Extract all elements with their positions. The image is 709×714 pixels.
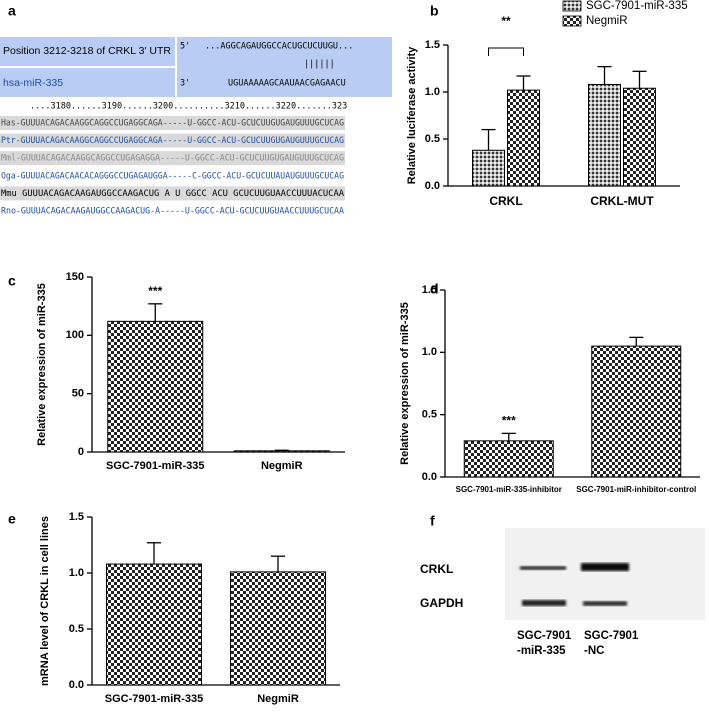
blot-lane-label: SGC-7901: [517, 630, 572, 642]
mirna-sequence: UGUAAAAAGCAAUAACGAGAACU: [228, 79, 346, 89]
panel-label: b: [430, 3, 439, 19]
alignment-row: Mmu GUUUACAGACAAGAUGGCCAAGACUG A U GGCC …: [1, 189, 344, 199]
y-tick-label: 100: [66, 329, 84, 341]
bar: [588, 83, 621, 187]
blot-lane-label: -miR-335: [517, 645, 566, 657]
bar: [230, 571, 326, 686]
y-tick-label: 1.0: [425, 86, 440, 98]
y-tick-label: 0.5: [69, 623, 84, 635]
bar: [507, 89, 540, 187]
x-tick-label: SGC-7901-miR-inhibitor-control: [576, 485, 696, 494]
y-tick-label: 0.0: [422, 471, 437, 483]
bar: [107, 320, 204, 453]
y-axis-label: Relative expression of miR-335: [36, 283, 48, 446]
annotation: **: [501, 14, 511, 28]
prime-label: 5': [180, 42, 190, 52]
y-tick-label: 1.5: [69, 511, 84, 523]
y-tick-label: 0.5: [425, 133, 440, 145]
legend-label: SGC-7901-miR-335: [586, 0, 688, 12]
blot-panel: [505, 528, 705, 620]
row-background: [0, 133, 345, 148]
significance-bracket: [488, 47, 524, 56]
y-tick-label: 1.0: [69, 567, 84, 579]
y-tick-label: 1.0: [422, 346, 437, 358]
blot-lane-label: SGC-7901: [584, 630, 639, 642]
y-axis-label: Relative expression of miR-335: [399, 302, 411, 465]
y-axis-label: Relative luciferase activity: [406, 46, 418, 184]
y-tick-label: 0.5: [422, 409, 437, 421]
legend-swatch: [562, 15, 582, 27]
alignment-row: Mml-GUUUACAGACAAGGCAGGCCUGAGAGGA-----U-G…: [1, 154, 344, 164]
utr-sequence: ...AGGCAGAUGGCCACUGCUCUUGU...: [205, 42, 353, 52]
panel-label: c: [8, 273, 16, 289]
panel-label: f: [430, 513, 435, 529]
bar: [106, 563, 202, 686]
legend-label: NegmiR: [586, 15, 628, 27]
x-tick-label: SGC-7901-miR-335: [106, 460, 204, 472]
pairing: ||||||: [304, 60, 335, 70]
prime-label: 3': [180, 79, 190, 89]
position-label: Position 3212-3218 of CRKL 3' UTR: [3, 45, 171, 57]
row-background: [0, 116, 345, 130]
blot-row-label: GAPDH: [420, 596, 463, 610]
blot-band: [583, 601, 627, 606]
bar: [472, 149, 505, 187]
x-tick-label: NegmiR: [261, 460, 303, 472]
mirna-label: hsa-miR-335: [3, 77, 63, 89]
x-tick-label: CRKL: [489, 194, 522, 208]
x-tick-label: CRKL-MUT: [590, 194, 654, 208]
y-tick-label: 0: [78, 446, 84, 458]
blot-band: [581, 563, 629, 571]
alignment-row: Ptr-GUUUACAGACAAGGCAGGCCUGAGGCAGA-----U-…: [1, 136, 344, 146]
x-tick-label: SGC-7901-miR-335: [105, 693, 203, 705]
y-tick-label: 50: [72, 388, 84, 400]
alignment-row: Has-GUUUACAGACAAGGCAGGCCUGAGGCAGA-----U-…: [1, 119, 344, 129]
row-background: [0, 151, 345, 166]
blot-band: [520, 566, 566, 570]
panel-label: e: [8, 511, 16, 527]
y-tick-label: 0.0: [425, 180, 440, 192]
alignment-rows: Has-GUUUACAGACAAGGCAGGCCUGAGGCAGA-----U-…: [0, 116, 345, 217]
y-axis-label: mRNA level of CRKL in cell lines: [39, 516, 51, 686]
row-background: [0, 186, 345, 201]
legend-swatch: [562, 0, 582, 12]
alignment-row: Oga-GUUUACAGACAACACAGGGCCUGAGAUGGA-----C…: [1, 171, 344, 181]
annotation: ***: [502, 414, 516, 428]
blot-lane-label: -NC: [584, 645, 604, 657]
blot-row-label: CRKL: [420, 562, 453, 576]
annotation: ***: [148, 284, 162, 298]
bar: [623, 87, 656, 187]
panel-label: d: [430, 281, 439, 297]
y-tick-label: 150: [66, 271, 84, 283]
panel-label: a: [8, 3, 16, 19]
y-tick-label: 1.5: [422, 284, 437, 296]
blot-band: [522, 600, 566, 606]
y-tick-label: 1.5: [425, 39, 440, 51]
bar: [591, 345, 682, 478]
alignment-panel: Position 3212-3218 of CRKL 3' UTR hsa-mi…: [0, 37, 392, 112]
alignment-row: Rno-GUUUACAGACAAGAUGGCCAAGACUG-A-----U-G…: [1, 207, 344, 217]
bar: [463, 440, 554, 478]
ruler: ....3180......3190......3200..........32…: [30, 102, 347, 112]
blot-background: [505, 528, 705, 620]
x-tick-label: NegmiR: [257, 693, 299, 705]
x-tick-label: SGC-7901-miR-335-inhibitor: [456, 485, 562, 494]
bar: [233, 450, 330, 453]
y-tick-label: 0.0: [69, 679, 84, 691]
